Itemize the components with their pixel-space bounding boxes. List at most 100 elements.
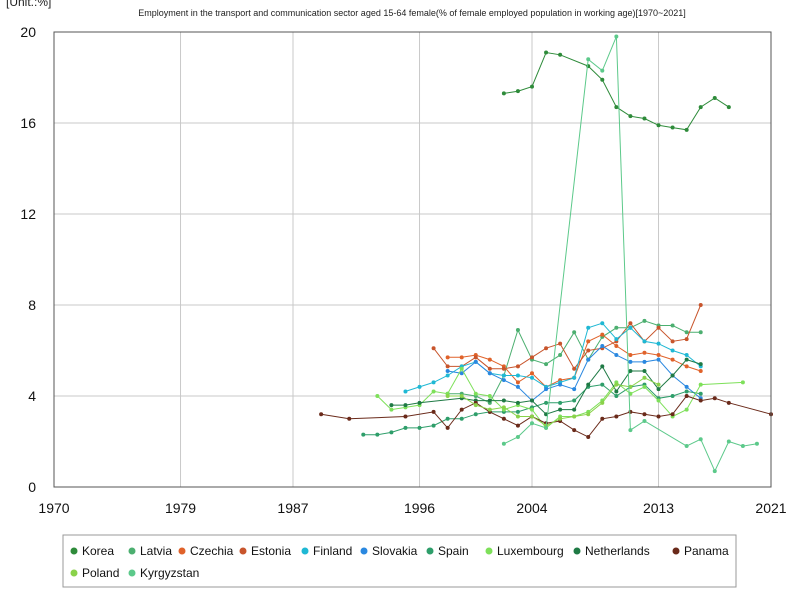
data-point-kyrgyzstan	[614, 34, 619, 39]
data-point-panama	[501, 416, 506, 421]
legend-marker	[128, 547, 136, 555]
data-point-netherlands	[389, 403, 394, 408]
data-point-poland	[487, 407, 492, 412]
data-point-netherlands	[572, 407, 577, 412]
data-point-kyrgyzstan	[530, 421, 534, 426]
data-point-netherlands	[417, 400, 422, 405]
data-point-spain	[361, 432, 366, 437]
legend-item-korea: Korea	[70, 544, 114, 558]
data-point-korea	[558, 52, 563, 57]
series-latvia	[445, 318, 703, 405]
data-point-finland	[515, 373, 520, 378]
data-point-kyrgyzstan	[628, 428, 633, 433]
data-point-spain	[572, 398, 577, 403]
legend-item-luxembourg: Luxembourg	[485, 544, 564, 558]
data-point-estonia	[487, 366, 492, 371]
data-point-panama	[347, 416, 352, 421]
data-point-estonia	[445, 364, 450, 369]
data-point-spain	[389, 430, 394, 435]
data-point-spain	[698, 391, 703, 396]
data-point-luxembourg	[642, 384, 647, 389]
data-point-czechia	[459, 355, 464, 360]
data-point-netherlands	[530, 398, 534, 403]
x-tick-label: 2004	[516, 500, 547, 516]
legend-item-latvia: Latvia	[128, 544, 172, 558]
legend-item-panama: Panama	[672, 544, 729, 558]
data-point-panama	[459, 407, 464, 412]
data-point-panama	[656, 414, 661, 419]
data-point-slovakia	[642, 359, 647, 364]
plot-frame	[53, 31, 772, 488]
series-line-panama	[321, 395, 772, 438]
data-point-poland	[459, 394, 464, 398]
data-point-panama	[403, 414, 408, 419]
data-point-estonia	[684, 337, 689, 342]
data-point-netherlands	[558, 407, 563, 412]
series-line-slovakia	[447, 345, 702, 402]
data-point-spain	[459, 416, 464, 421]
data-point-czechia	[684, 364, 689, 369]
data-point-estonia	[544, 346, 549, 351]
data-point-finland	[642, 339, 647, 344]
data-point-netherlands	[501, 398, 506, 403]
x-tick-label: 2021	[755, 500, 786, 516]
legend-marker	[128, 569, 136, 577]
legend-label: Luxembourg	[497, 544, 564, 558]
data-point-korea	[684, 127, 689, 132]
data-point-korea	[670, 125, 675, 130]
data-point-czechia	[487, 357, 492, 362]
y-tick-label: 16	[20, 115, 36, 131]
data-point-panama	[572, 428, 577, 433]
data-point-finland	[417, 384, 422, 389]
data-point-luxembourg	[431, 389, 436, 394]
data-point-kyrgyzstan	[600, 68, 605, 73]
data-point-finland	[628, 325, 633, 330]
y-tick-label: 0	[28, 479, 36, 495]
data-point-korea	[614, 105, 619, 110]
data-point-korea	[656, 123, 661, 128]
legend-marker	[301, 547, 309, 555]
legend-marker	[485, 547, 493, 555]
legend-marker	[426, 547, 434, 555]
x-tick-label: 1970	[38, 500, 69, 516]
data-point-latvia	[515, 328, 520, 333]
legend-marker	[70, 547, 78, 555]
legend-marker	[672, 547, 680, 555]
legend-item-kyrgyzstan: Kyrgyzstan	[128, 566, 199, 580]
series-line-finland	[405, 322, 702, 392]
data-point-slovakia	[684, 384, 689, 389]
data-point-latvia	[572, 330, 577, 335]
data-point-estonia	[530, 355, 534, 360]
data-point-finland	[530, 375, 534, 380]
data-point-spain	[558, 400, 563, 405]
series-line-estonia	[433, 304, 702, 370]
legend-item-spain: Spain	[426, 544, 469, 558]
series-line-korea	[503, 51, 730, 131]
data-point-finland	[431, 380, 436, 385]
data-point-netherlands	[600, 364, 605, 369]
data-point-czechia	[628, 353, 633, 358]
data-point-spain	[417, 425, 422, 430]
data-point-luxembourg	[473, 391, 478, 396]
data-point-korea	[698, 105, 703, 110]
legend-marker	[70, 569, 78, 577]
data-point-panama	[726, 400, 731, 405]
legend-label: Czechia	[190, 544, 234, 558]
data-point-finland	[614, 337, 619, 342]
data-point-kyrgyzstan	[684, 444, 689, 449]
data-point-slovakia	[572, 387, 577, 392]
legend-item-poland: Poland	[70, 566, 119, 580]
series-panama	[319, 394, 773, 439]
data-point-panama	[614, 414, 619, 419]
legend-label: Kyrgyzstan	[140, 566, 199, 580]
data-point-finland	[670, 348, 675, 353]
data-point-slovakia	[487, 371, 492, 376]
legend-label: Estonia	[251, 544, 291, 558]
legend-label: Poland	[82, 566, 119, 580]
data-point-poland	[600, 400, 605, 405]
data-point-kyrgyzstan	[642, 419, 647, 424]
data-point-poland	[501, 405, 506, 410]
legend-item-finland: Finland	[301, 544, 352, 558]
data-point-kyrgyzstan	[698, 437, 703, 442]
data-point-spain	[403, 425, 408, 430]
